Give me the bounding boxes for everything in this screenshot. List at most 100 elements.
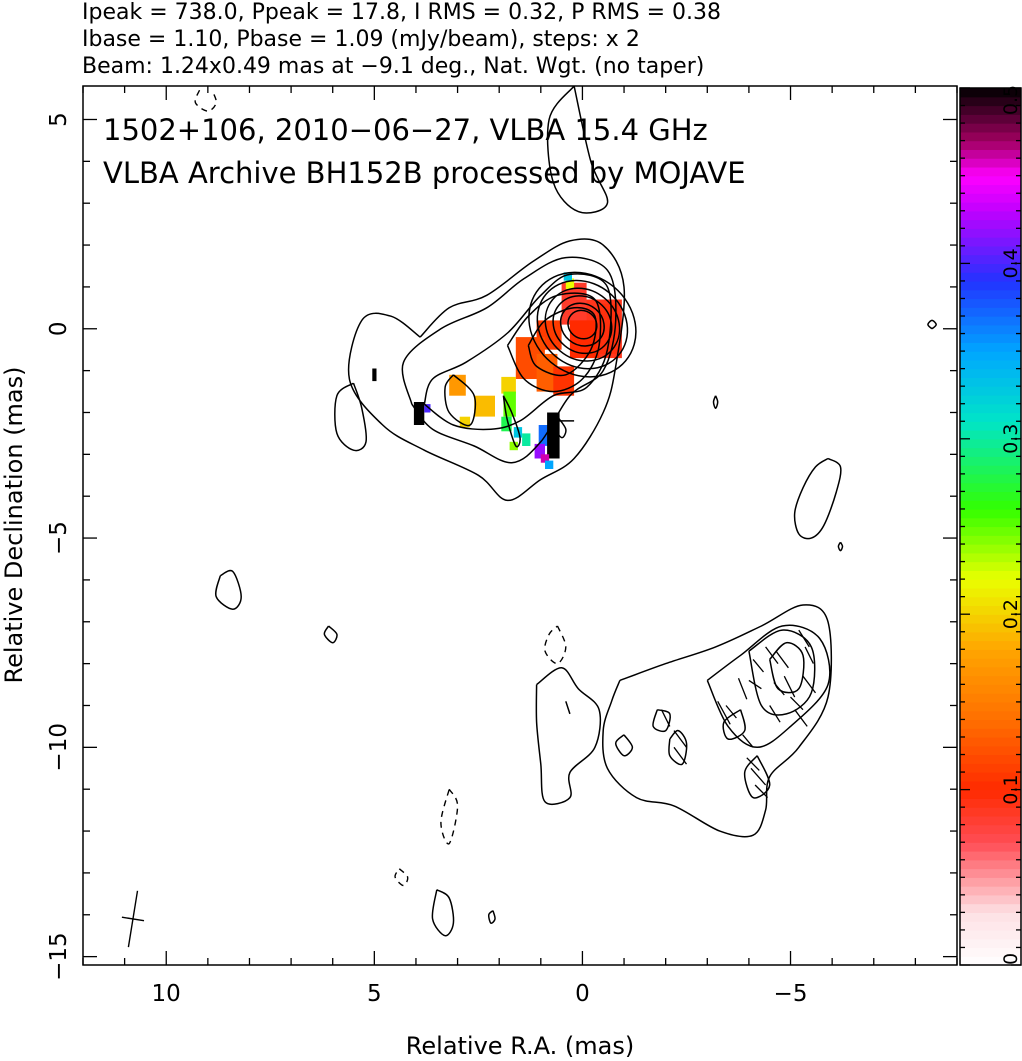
colorbar-step	[960, 736, 1021, 747]
intensity-contour	[837, 541, 844, 552]
evpa-tick	[748, 679, 762, 690]
plot-area	[82, 85, 958, 966]
colorbar-step	[960, 807, 1021, 817]
intensity-contour	[401, 256, 617, 464]
pol-fraction-patch	[565, 278, 575, 289]
plot-frame	[82, 85, 958, 966]
colorbar-tick-label: 0.4	[1000, 248, 1022, 278]
evpa-tick	[798, 629, 810, 648]
colorbar-step	[960, 394, 1021, 405]
intensity-contour	[722, 709, 746, 740]
colorbar-step	[960, 430, 1021, 440]
x-tick-label: 0	[575, 981, 590, 1007]
pol-fraction-patch	[372, 368, 377, 382]
colorbar-step	[960, 210, 1021, 221]
intensity-contour	[712, 395, 719, 410]
colorbar-step	[960, 359, 1021, 370]
colorbar-step	[960, 780, 1021, 791]
colorbar-step	[960, 202, 1021, 212]
evpa-tick	[765, 646, 779, 664]
colorbar-step	[960, 894, 1021, 905]
colorbar-step	[960, 508, 1021, 519]
pol-fraction-patch	[501, 376, 516, 394]
colorbar-step	[960, 815, 1021, 826]
colorbar-step	[960, 535, 1021, 545]
evpa-tick	[790, 696, 804, 711]
colorbar-step	[960, 561, 1021, 571]
colorbar-step	[960, 526, 1021, 536]
evpa-tick	[775, 650, 789, 669]
x-tick-label: −5	[774, 981, 808, 1007]
source-title: 1502+106, 2010−06−27, VLBA 15.4 GHz	[103, 113, 708, 147]
colorbar-step	[960, 544, 1021, 554]
colorbar-step	[960, 377, 1021, 387]
intensity-contour	[347, 238, 626, 502]
evpa-tick	[773, 682, 785, 696]
evpa-tick	[769, 705, 781, 723]
colorbar-step	[960, 228, 1021, 238]
colorbar-step	[960, 438, 1021, 449]
colorbar-tick-label: 0.1	[1000, 774, 1022, 804]
intensity-contour	[552, 416, 567, 439]
colorbar-step	[960, 307, 1021, 317]
colorbar-step	[960, 96, 1021, 107]
colorbar-step	[960, 675, 1021, 685]
evpa-tick	[783, 675, 796, 698]
colorbar-step	[960, 324, 1021, 335]
x-axis-label: Relative R.A. (mas)	[406, 1032, 634, 1060]
colorbar-step	[960, 622, 1021, 633]
colorbar-step	[960, 386, 1021, 396]
evpa-tick	[660, 709, 671, 727]
pol-fraction-patch	[501, 416, 512, 432]
colorbar-step	[960, 517, 1021, 528]
colorbar-step	[960, 403, 1021, 414]
intensity-contour	[487, 910, 496, 924]
colorbar-step	[960, 596, 1021, 607]
colorbar-step	[960, 149, 1021, 159]
colorbar-step	[960, 763, 1021, 773]
colorbar-step	[960, 868, 1021, 878]
colorbar-step	[960, 658, 1021, 668]
colorbar-step	[960, 237, 1021, 247]
colorbar-step	[960, 754, 1021, 764]
colorbar-step	[960, 693, 1021, 703]
intensity-contour	[334, 382, 368, 452]
colorbar-step	[960, 289, 1021, 300]
total-intensity-contours	[194, 86, 937, 937]
pol-fraction-patch	[534, 443, 545, 459]
intensity-contour	[565, 701, 571, 715]
colorbar-step	[960, 859, 1021, 870]
colorbar-step	[960, 263, 1021, 273]
pol-fraction-patch	[522, 433, 531, 446]
evpa-tick	[673, 746, 688, 765]
pol-fraction-patch	[474, 395, 495, 417]
intensity-contour	[535, 667, 602, 805]
y-axis-label: Relative Declination (mas)	[0, 366, 28, 683]
pol-fraction-patch	[563, 272, 572, 281]
intensity-contour	[431, 889, 455, 937]
core-contour	[544, 287, 621, 362]
x-tick-label: 10	[152, 981, 181, 1007]
colorbar-step	[960, 701, 1021, 712]
pol-fraction-patch	[545, 460, 554, 469]
evpa-tick	[717, 700, 731, 725]
colorbar-step	[960, 219, 1021, 229]
colorbar-step	[960, 956, 1021, 966]
intensity-contour	[546, 86, 609, 214]
colorbar-step	[960, 193, 1021, 203]
colorbar-step	[960, 421, 1021, 431]
colorbar-step	[960, 245, 1021, 256]
colorbar-step	[960, 666, 1021, 677]
evpa-tick	[804, 646, 814, 664]
intensity-contour	[423, 273, 612, 431]
intensity-contour	[927, 319, 937, 330]
intensity-contour	[214, 569, 242, 610]
colorbar-step	[960, 605, 1021, 615]
intensity-contour	[614, 734, 634, 757]
pol-fraction-patch	[449, 374, 466, 396]
axis-ticks	[82, 86, 958, 965]
y-tick-label: 0	[46, 321, 72, 336]
pol-fraction-patch	[503, 391, 516, 417]
header-beam-line: Beam: 1.24x0.49 mas at −9.1 deg., Nat. W…	[82, 54, 704, 79]
